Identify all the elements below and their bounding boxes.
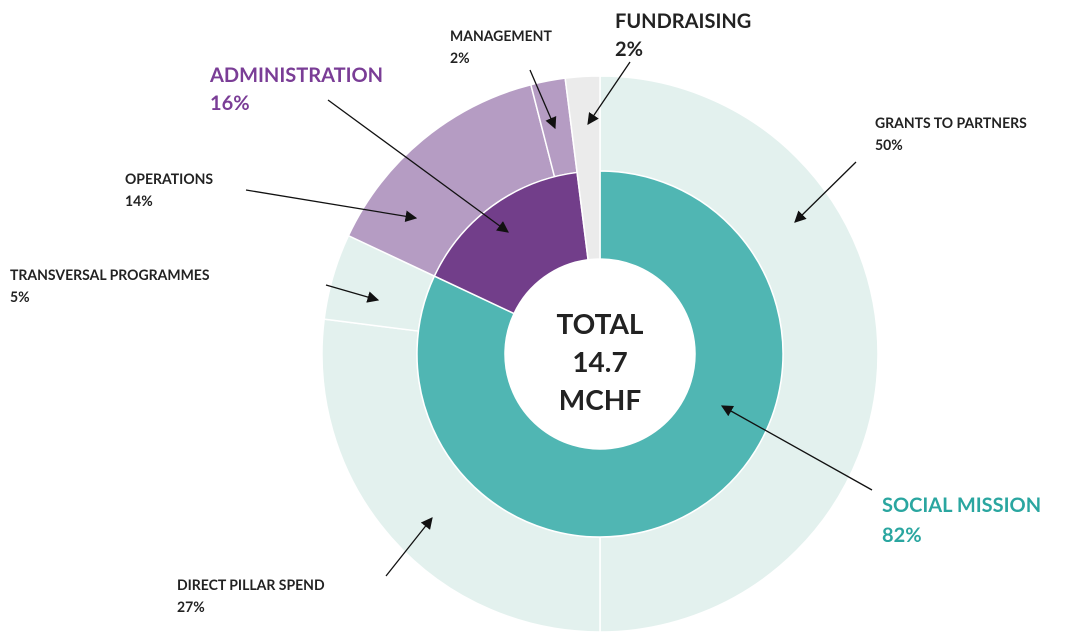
slice-value-label: 2% xyxy=(450,49,470,66)
slice-value-label: 82% xyxy=(882,523,922,547)
slice-value-label: 27% xyxy=(177,598,205,615)
arrow xyxy=(720,405,873,491)
slice-label: TRANSVERSAL PROGRAMMES xyxy=(10,266,210,283)
slice-label: MANAGEMENT xyxy=(450,27,552,44)
arrow xyxy=(529,69,557,130)
arrow xyxy=(327,99,509,233)
center-label: MCHF xyxy=(559,382,642,416)
arrow xyxy=(587,61,631,125)
slice-label: GRANTS TO PARTNERS xyxy=(875,114,1027,131)
slice-label: DIRECT PILLAR SPEND xyxy=(177,576,325,593)
labels: TOTAL 14.7 MCHF SOCIAL MISSION 82% ADMINISTRA… xyxy=(10,9,1041,615)
slice-value-label: 5% xyxy=(10,288,30,305)
inner-slice xyxy=(433,171,589,315)
arrow xyxy=(794,161,857,223)
slice-value-label: 16% xyxy=(210,91,250,115)
slice-label: FUNDRAISING xyxy=(615,9,751,33)
slice-value-label: 14% xyxy=(125,192,153,209)
slice-value-label: 2% xyxy=(615,37,643,61)
slice-label: ADMINISTRATION xyxy=(209,63,383,87)
slice-label: OPERATIONS xyxy=(125,170,213,187)
slice-value-label: 50% xyxy=(875,136,903,153)
center-label: TOTAL xyxy=(557,306,644,340)
arrow xyxy=(325,284,380,303)
slice-label: SOCIAL MISSION xyxy=(882,493,1041,517)
center-label: 14.7 xyxy=(572,344,627,378)
arrow xyxy=(245,189,418,223)
arrow xyxy=(385,517,433,577)
rings xyxy=(321,75,879,632)
inner-slice xyxy=(416,170,784,538)
